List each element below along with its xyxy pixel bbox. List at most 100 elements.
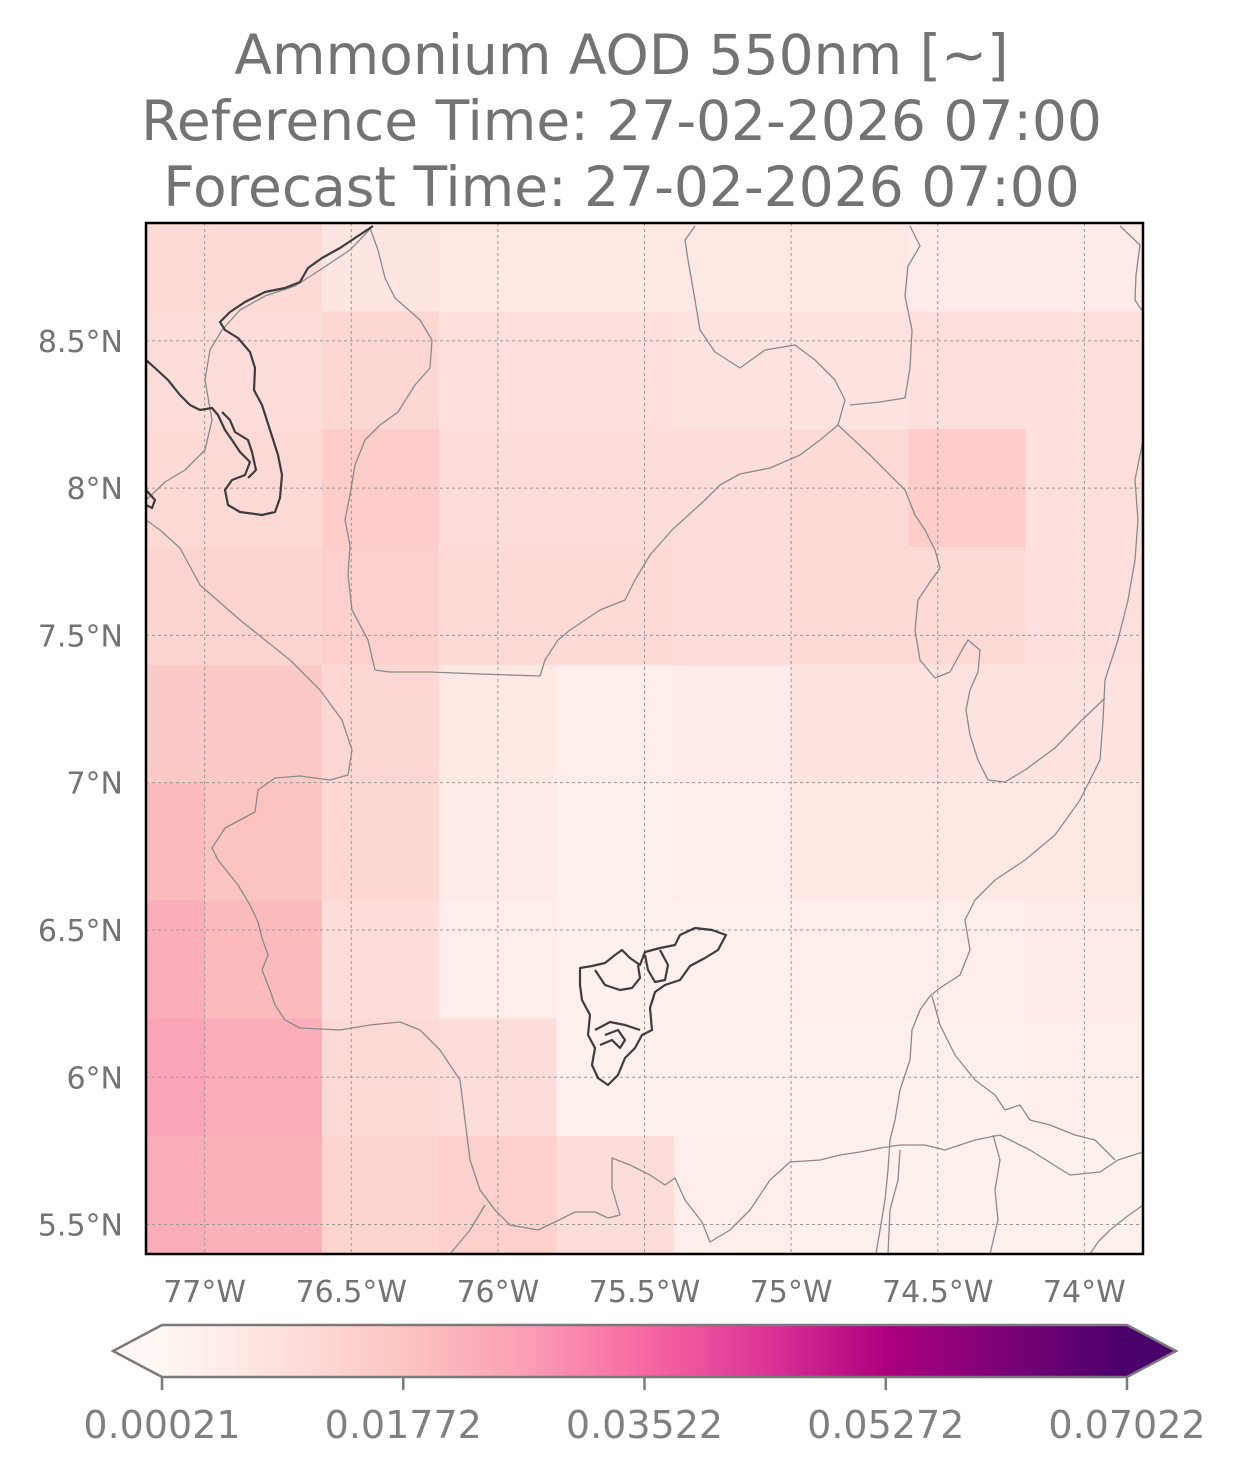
heatmap-cell [556, 782, 675, 902]
heatmap-cell [908, 664, 1027, 784]
heatmap-cell [146, 900, 206, 1019]
heatmap-cell [439, 547, 558, 666]
lat-tick-label: 8.5°N [38, 325, 123, 360]
heatmap-cell [673, 664, 792, 784]
latitude-labels: 8.5°N 8°N 7.5°N 7°N 6.5°N 6°N 5.5°N [38, 325, 123, 1244]
heatmap-cell [556, 664, 675, 784]
heatmap-cell [204, 782, 323, 902]
aod-heatmap [146, 223, 1143, 1254]
heatmap-cell [204, 900, 323, 1019]
heatmap-cell [146, 547, 206, 666]
heatmap-cell [556, 900, 675, 1019]
heatmap-cell [321, 547, 440, 666]
boundary-line [344, 225, 846, 677]
lon-tick-label: 76°W [456, 1275, 539, 1310]
colorbar-tick-label: 0.03522 [566, 1403, 723, 1447]
lon-tick-label: 75.5°W [589, 1275, 700, 1310]
heatmap-cell [321, 782, 440, 902]
heatmap-cell [146, 311, 206, 430]
coastline [221, 411, 258, 479]
heatmap-cell [791, 664, 910, 784]
heatmap-cell [439, 900, 558, 1019]
heatmap-cell [204, 547, 323, 666]
heatmap-cell [791, 900, 910, 1019]
heatmap-cell [146, 1136, 206, 1254]
heatmap-cell [556, 223, 675, 312]
heatmap-cell [908, 311, 1027, 430]
heatmap-cell [908, 223, 1027, 312]
heatmap-cell [556, 311, 675, 430]
heatmap-cell [791, 311, 910, 430]
boundary-line [989, 1134, 1001, 1254]
lon-tick-label: 77°W [163, 1275, 246, 1310]
boundary-line [931, 995, 1116, 1161]
lat-tick-label: 8°N [66, 472, 123, 507]
heatmap-cell [673, 223, 792, 312]
boundary-line [1119, 225, 1143, 313]
heatmap-cell [146, 223, 206, 312]
graticule [146, 223, 1143, 1254]
heatmap-cell [204, 223, 323, 312]
colorbar-tick-label: 0.07022 [1048, 1403, 1205, 1447]
heatmap-cell [321, 223, 440, 312]
heatmap-cell [556, 547, 675, 666]
lon-tick-label: 74°W [1043, 1275, 1126, 1310]
heatmap-cell [673, 1136, 792, 1254]
region-outline [643, 949, 670, 984]
heatmap-cell [1025, 900, 1143, 1019]
lon-tick-label: 76.5°W [296, 1275, 407, 1310]
heatmap-cell [791, 547, 910, 666]
colorbar-tick-label: 0.01772 [325, 1403, 482, 1447]
region-outline [594, 964, 642, 992]
heatmap-cell [791, 223, 910, 312]
heatmap-cell [439, 223, 558, 312]
lat-tick-label: 6°N [66, 1061, 123, 1096]
heatmap-cell [321, 900, 440, 1019]
heatmap-cell [908, 547, 1027, 666]
heatmap-cell [673, 547, 792, 666]
heatmap-cell [439, 311, 558, 430]
heatmap-cell [1025, 223, 1143, 312]
colorbar-ticks: 0.00021 0.01772 0.03522 0.05272 0.07022 [83, 1377, 1206, 1447]
map-boundaries [146, 225, 1143, 1254]
map-frame [144, 221, 1145, 1256]
heatmap-cell [321, 664, 440, 784]
boundary-line [837, 424, 1106, 783]
heatmap-cell [146, 782, 206, 902]
heatmap-cell [908, 782, 1027, 902]
heatmap-cell [556, 1136, 675, 1254]
region-outline [578, 926, 728, 1087]
heatmap-cell [791, 782, 910, 902]
colorbar-tick-label: 0.00021 [83, 1403, 240, 1447]
boundary-line [449, 1204, 486, 1254]
lat-tick-label: 7°N [66, 767, 123, 802]
lat-tick-label: 6.5°N [38, 914, 123, 949]
heatmap-cell [673, 429, 792, 548]
heatmap-cell [908, 1136, 1027, 1254]
region-outline [594, 1020, 641, 1032]
heatmap-cell [673, 900, 792, 1019]
lon-tick-label: 74.5°W [882, 1275, 993, 1310]
boundary-line [146, 225, 374, 501]
boundary-line [887, 1149, 901, 1254]
map-title-line-1: Ammonium AOD 550nm [~] [234, 23, 1009, 87]
heatmap-cell [146, 664, 206, 784]
coastline [146, 489, 157, 510]
colorbar-tick-label: 0.05272 [807, 1403, 964, 1447]
heatmap-cell [1025, 311, 1143, 430]
lon-tick-label: 75°W [750, 1275, 833, 1310]
boundary-line [146, 519, 1143, 1243]
heatmap-cell [673, 311, 792, 430]
lat-tick-label: 7.5°N [38, 619, 123, 654]
heatmap-cell [321, 311, 440, 430]
boundary-line [1089, 1204, 1143, 1254]
boundary-line [849, 225, 921, 406]
map-title-line-3: Forecast Time: 27-02-2026 07:00 [163, 155, 1080, 219]
lat-tick-label: 5.5°N [38, 1209, 123, 1244]
heatmap-cell [204, 1136, 323, 1254]
heatmap-cell [673, 1018, 792, 1137]
colorbar: 0.00021 0.01772 0.03522 0.05272 0.07022 [83, 1323, 1206, 1447]
heatmap-cell [204, 664, 323, 784]
heatmap-cell [321, 1136, 440, 1254]
